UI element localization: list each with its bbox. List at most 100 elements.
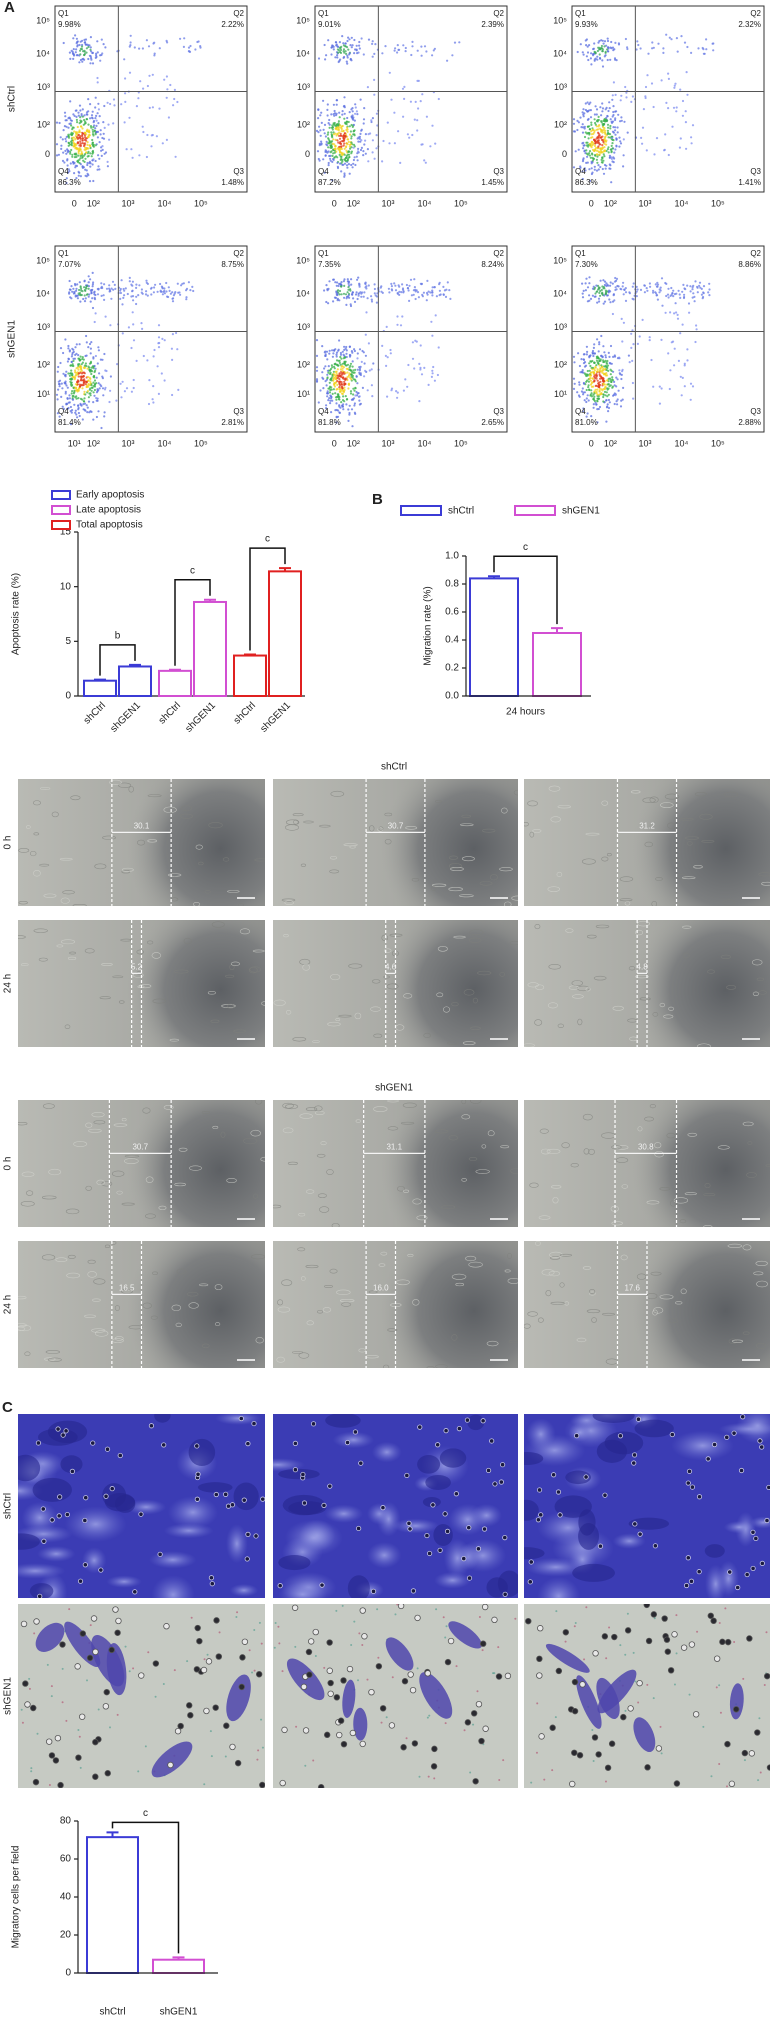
event-dot (352, 297, 355, 300)
event-dot (64, 149, 67, 152)
pore (424, 1532, 430, 1539)
event-dot (330, 53, 333, 56)
event-dot (356, 394, 359, 397)
pore (632, 1521, 638, 1527)
texture (615, 1157, 629, 1163)
event-dot (599, 359, 602, 362)
texture (527, 982, 539, 988)
event-dot (408, 284, 411, 287)
speck (585, 1606, 588, 1609)
event-dot (446, 59, 449, 62)
event-dot (579, 116, 582, 119)
event-dot (606, 58, 609, 62)
event-dot (318, 125, 321, 128)
pale-patch (367, 1542, 402, 1569)
texture (607, 853, 612, 857)
event-dot (83, 58, 86, 61)
event-dot (87, 285, 90, 288)
event-dot (362, 122, 365, 125)
event-dot (86, 143, 89, 146)
event-dot (87, 134, 90, 137)
event-dot (319, 129, 322, 132)
event-dot (72, 364, 75, 368)
event-dot (360, 146, 363, 149)
texture (756, 1280, 768, 1288)
dark-cell (417, 1454, 441, 1474)
event-dot (572, 122, 576, 125)
event-dot (176, 100, 179, 104)
x-tick-label: 10⁵ (711, 438, 725, 448)
pore (379, 1705, 387, 1712)
texture (559, 1253, 573, 1257)
event-dot (327, 399, 330, 402)
event-dot (86, 411, 89, 414)
texture (67, 956, 77, 961)
y-tick-label: 10³ (37, 322, 50, 332)
event-dot (88, 144, 91, 147)
dark-cell (347, 1575, 370, 1598)
texture (343, 843, 358, 847)
event-dot (79, 154, 82, 158)
event-dot (79, 142, 82, 145)
event-dot (99, 59, 102, 62)
texture (588, 1291, 596, 1296)
event-dot (350, 408, 354, 411)
event-dot (590, 140, 594, 143)
event-dot (335, 372, 338, 375)
event-dot (390, 282, 393, 285)
event-dot (632, 397, 635, 400)
event-dot (617, 113, 620, 116)
event-dot (582, 407, 585, 410)
event-dot (335, 134, 338, 137)
event-dot (89, 46, 92, 49)
event-dot (66, 397, 69, 400)
pore (200, 1666, 208, 1674)
event-dot (119, 382, 122, 385)
event-dot (351, 110, 354, 113)
event-dot (619, 120, 622, 123)
pore (583, 1474, 589, 1480)
speck (675, 1614, 678, 1617)
error-bar (169, 668, 181, 671)
pore (430, 1763, 438, 1770)
group-title: shCtrl (381, 762, 407, 773)
event-dot (148, 106, 151, 109)
event-dot (620, 377, 623, 381)
event-dot (607, 369, 610, 372)
event-dot (393, 111, 396, 114)
pore (92, 1648, 99, 1656)
event-dot (79, 135, 82, 138)
event-dot (100, 154, 103, 157)
event-dot (602, 302, 605, 305)
event-dot (592, 346, 596, 349)
event-dot (351, 371, 354, 374)
event-dot (630, 100, 633, 103)
event-dot (67, 141, 70, 145)
pore (481, 1526, 488, 1532)
texture (621, 1184, 629, 1189)
event-dot (71, 353, 74, 356)
event-dot (375, 112, 378, 115)
event-dot (689, 285, 692, 288)
event-dot (589, 379, 593, 382)
texture (717, 1145, 730, 1150)
event-dot (613, 402, 616, 406)
event-dot (333, 156, 336, 159)
speck (514, 1617, 517, 1620)
event-dot (335, 41, 338, 44)
event-dot (612, 105, 615, 108)
event-dot (83, 294, 86, 297)
event-dot (591, 153, 594, 156)
speck (637, 1701, 640, 1704)
event-dot (400, 291, 403, 294)
event-dot (606, 364, 610, 367)
legend-swatch (400, 505, 442, 516)
event-dot (363, 291, 366, 294)
event-dot (354, 293, 358, 296)
texture (582, 1113, 593, 1121)
texture (128, 1325, 143, 1330)
event-dot (609, 118, 612, 121)
y-tick-label: 10¹ (37, 389, 50, 399)
event-dot (76, 380, 79, 384)
